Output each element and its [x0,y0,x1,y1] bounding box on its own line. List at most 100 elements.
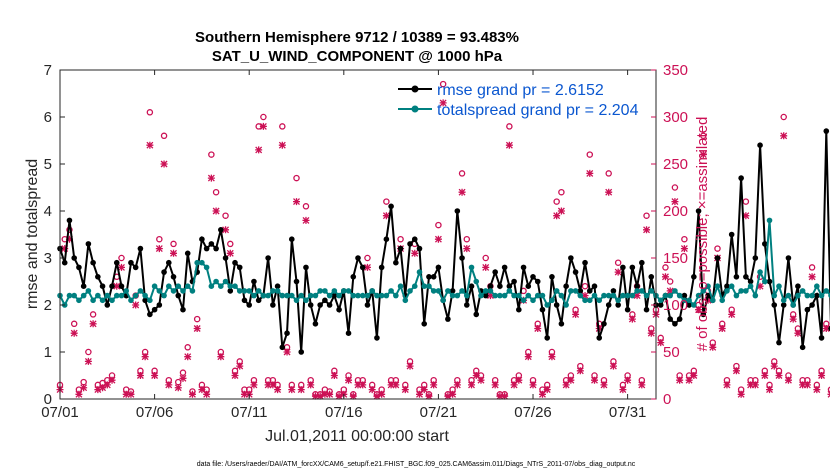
y-axis-label-right: # of obs: o=possible; ×=assimilated [694,117,711,352]
rmse-point [724,283,730,290]
totalspread-point [639,288,645,294]
obs-assimilated-point [581,292,589,300]
obs-assimilated-point [179,374,187,382]
obs-assimilated-point [99,384,107,392]
rmse-point [814,292,820,299]
totalspread-point [293,297,300,304]
obs-assimilated-point [439,99,447,107]
totalspread-point [601,292,607,299]
obs-assimilated-point [529,381,537,389]
totalspread-point [435,288,442,294]
totalspread-point [520,297,527,304]
totalspread-point [180,288,186,294]
rmse-point [241,297,248,304]
obs-possible-point [383,198,390,205]
plot-area [60,70,656,399]
obs-assimilated-point [326,390,334,398]
obs-assimilated-point [122,390,130,398]
obs-assimilated-point [813,386,821,394]
rmse-point [596,335,603,341]
rmse-point [109,283,115,290]
totalspread-point [629,292,636,299]
obs-assimilated-point [165,381,173,389]
totalspread-point [241,288,248,294]
obs-possible-point [397,235,404,243]
totalspread-point [823,288,830,294]
totalspread-point [818,292,825,299]
obs-assimilated-point [619,386,627,394]
totalspread-point [274,288,281,294]
totalspread-point [771,292,778,299]
obs-possible-point [227,240,234,248]
totalspread-point [203,264,210,271]
totalspread-point [785,292,792,299]
obs-assimilated-point [766,386,774,394]
obs-assimilated-point [680,245,688,253]
totalspread-point [170,288,177,294]
obs-assimilated-point [345,376,353,384]
obs-assimilated-point [401,386,409,394]
obs-assimilated-point [420,386,428,394]
obs-assimilated-point [430,381,438,389]
totalspread-point [733,292,740,299]
totalspread-point [795,292,801,299]
totalspread-point [539,292,546,299]
obs-possible-point [558,188,565,196]
rmse-point [501,264,508,271]
obs-assimilated-point [160,160,168,168]
obs-possible-point [808,264,816,271]
y-tick-label: 4 [44,203,52,220]
totalspread-point [284,292,290,299]
obs-assimilated-point [524,353,532,361]
totalspread-point [686,297,692,304]
rmse-point [454,208,461,214]
rmse-point [738,175,744,181]
totalspread-point [695,292,702,299]
totalspread-point [672,288,678,294]
rmse-point [317,302,323,308]
rmse-point [743,274,749,280]
totalspread-point [270,288,276,294]
totalspread-point [232,283,238,290]
rmse-point [459,255,465,261]
totalspread-point [378,292,385,299]
rmse-point [549,274,555,280]
totalspread-point [142,292,148,299]
totalspread-point [123,288,130,294]
obs-assimilated-point [170,249,178,257]
obs-assimilated-point [463,245,471,253]
obs-assimilated-point [240,390,248,398]
y-tick-label: 5 [44,156,52,173]
rmse-point [175,292,182,299]
obs-possible-point [70,320,78,328]
obs-assimilated-point [676,376,684,384]
totalspread-point [814,283,820,290]
obs-assimilated-point [695,306,703,314]
totalspread-point [482,288,489,294]
rmse-point [184,250,191,257]
totalspread-point [804,292,811,299]
legend-marker-rmse [411,85,419,93]
x-tick-label: 07/01 [41,404,79,421]
totalspread-point [676,292,683,299]
rmse-point [355,255,361,261]
rmse-point [232,259,238,266]
totalspread-point [582,297,588,304]
ticks-layer: 07/01 07/06 07/11 07/16 07/21 07/26 07/31 0 1 2 3 4… [41,62,688,421]
obs-possible-point [212,188,220,196]
totalspread-point [459,288,465,294]
totalspread-point [317,288,323,294]
rmse-point [364,302,371,308]
totalspread-point [487,288,494,294]
totalspread-point [322,288,328,294]
obs-assimilated-point [378,390,386,398]
rmse-point [61,259,68,266]
totalspread-point [251,292,257,299]
totalspread-point [591,292,598,299]
obs-assimilated-point [103,381,111,389]
totalspread-point [222,278,229,285]
obs-possible-point [89,311,97,318]
x-tick-label: 07/21 [420,404,458,421]
obs-assimilated-point [543,386,551,394]
totalspread-point [634,288,640,294]
